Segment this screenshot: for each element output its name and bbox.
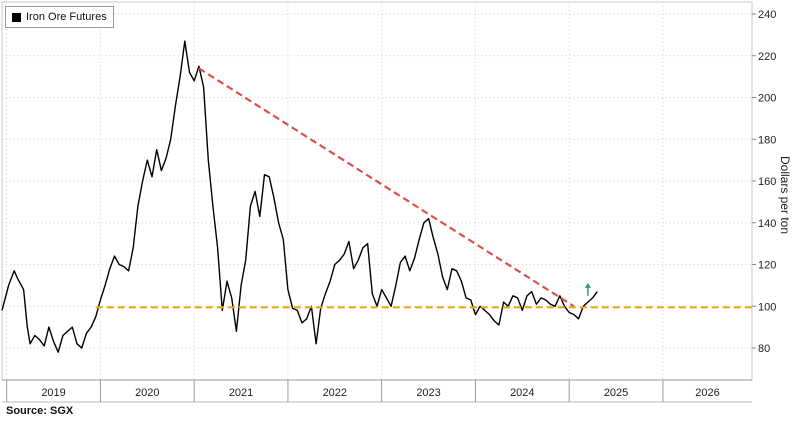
y-tick-label: 120 [758,260,776,272]
y-tick-label: 200 [758,93,776,105]
y-tick-label: 80 [758,343,770,355]
x-tick-label: 2023 [416,387,440,399]
y-axis-label: Dollars per ton [778,156,792,234]
price-series-line [1,40,598,353]
legend-label: Iron Ore Futures [26,11,107,23]
source-note: Source: SGX [6,405,74,417]
y-tick-label: 140 [758,218,776,230]
legend: Iron Ore Futures [5,6,114,28]
downtrend-line [198,67,575,308]
up-arrow-head [584,282,591,288]
y-tick-label: 240 [758,9,776,21]
y-tick-label: 220 [758,51,776,63]
x-tick-label: 2020 [135,387,159,399]
y-tick-label: 160 [758,176,776,188]
x-tick-label: 2024 [510,387,534,399]
legend-swatch [12,12,21,22]
y-tick-label: 180 [758,134,776,146]
x-tick-label: 2022 [323,387,347,399]
x-tick-label: 2021 [229,387,253,399]
x-tick-label: 2019 [41,387,65,399]
x-tick-label: 2025 [604,387,628,399]
y-tick-label: 100 [758,301,776,313]
x-tick-label: 2026 [695,387,719,399]
plot-frame [1,1,753,381]
